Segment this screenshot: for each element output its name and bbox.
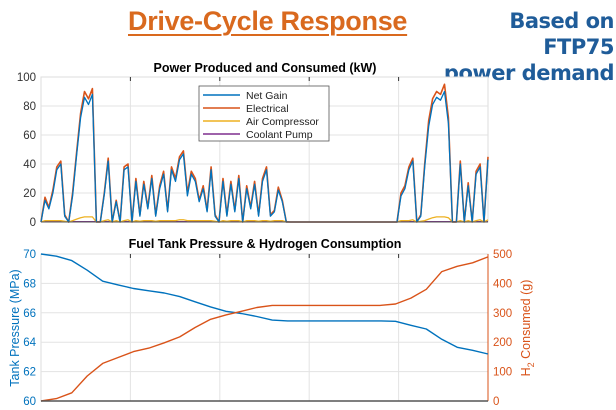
right-y-tick-label: 300 bbox=[493, 308, 512, 320]
left-y-tick-label: 62 bbox=[23, 367, 36, 379]
y-tick-label: 60 bbox=[23, 130, 36, 142]
right-y-tick-label: 100 bbox=[493, 367, 512, 379]
left-y-tick-label: 68 bbox=[23, 278, 36, 290]
y-tick-label: 80 bbox=[23, 101, 36, 113]
series-line-air-compressor bbox=[40, 216, 489, 223]
legend-entry: Air Compressor bbox=[246, 116, 319, 128]
left-y-tick-label: 64 bbox=[23, 337, 36, 349]
y-tick-label: 20 bbox=[23, 188, 36, 200]
right-y-tick-label: 500 bbox=[493, 249, 512, 261]
left-y-tick-label: 60 bbox=[23, 396, 36, 408]
left-axis-label: Tank Pressure (MPa) bbox=[8, 269, 22, 386]
legend-entry: Electrical bbox=[246, 103, 289, 115]
legend-entry: Coolant Pump bbox=[246, 129, 313, 141]
tank-chart-title: Fuel Tank Pressure & Hydrogen Consumptio… bbox=[129, 237, 402, 251]
y-tick-label: 40 bbox=[23, 159, 36, 171]
slide-title: Drive-Cycle Response bbox=[128, 6, 408, 36]
series-line-h2-consumed bbox=[40, 256, 489, 402]
right-y-tick-label: 0 bbox=[493, 396, 499, 408]
subtitle-line-1: Based on FTP75 bbox=[509, 9, 614, 59]
plot-area bbox=[40, 253, 489, 402]
series-line-net-gain bbox=[40, 90, 489, 223]
series-line-tank-pressure bbox=[40, 253, 489, 355]
right-y-tick-label: 200 bbox=[493, 337, 512, 349]
right-axis-label: H2 Consumed (g) bbox=[519, 280, 536, 377]
y-tick-label: 100 bbox=[17, 72, 36, 84]
y-tick-label: 0 bbox=[30, 217, 36, 229]
power-chart-title: Power Produced and Consumed (kW) bbox=[154, 61, 377, 75]
left-y-tick-label: 70 bbox=[23, 249, 36, 261]
left-y-tick-label: 66 bbox=[23, 308, 36, 320]
legend-entry: Net Gain bbox=[246, 90, 288, 102]
right-y-tick-label: 400 bbox=[493, 278, 512, 290]
